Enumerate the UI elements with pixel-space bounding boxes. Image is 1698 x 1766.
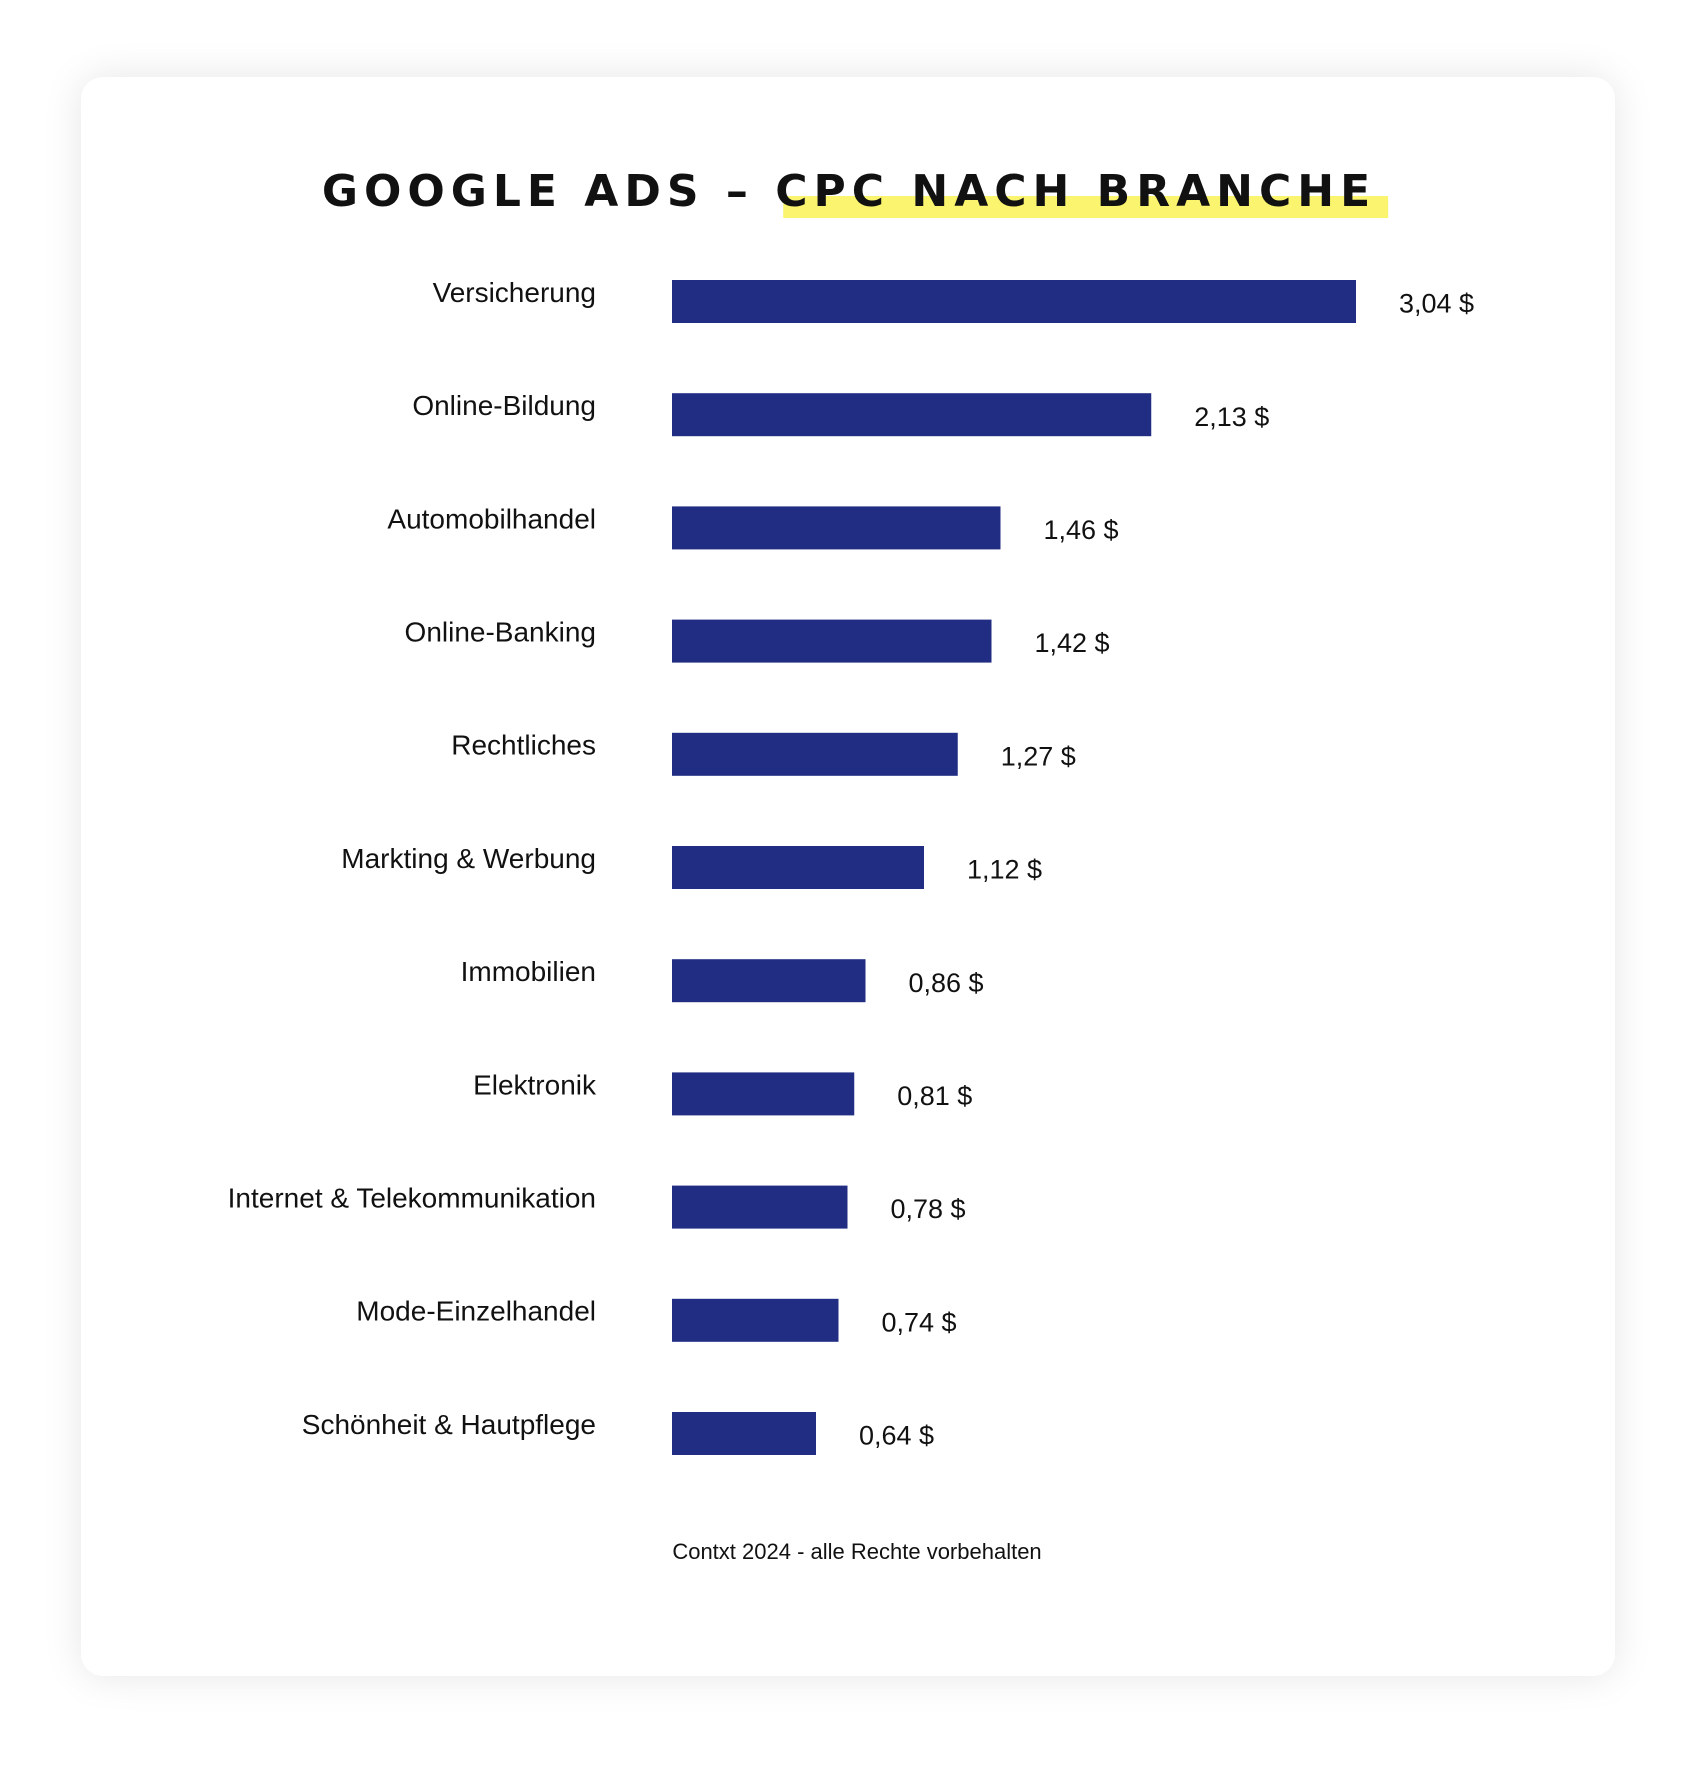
- bar: [672, 393, 1152, 437]
- value-label: 1,12 $: [967, 855, 1042, 885]
- bar: [672, 1072, 855, 1116]
- value-label: 0,78 $: [891, 1194, 966, 1224]
- bar: [672, 1298, 839, 1342]
- title-part: GOOGLE ADS –: [322, 166, 754, 217]
- value-label: 0,74 $: [882, 1307, 957, 1337]
- bar: [672, 619, 992, 663]
- bar: [672, 959, 866, 1003]
- category-label: Automobilhandel: [387, 503, 596, 534]
- category-label: Immobilien: [461, 956, 596, 987]
- value-label: 1,27 $: [1001, 741, 1076, 771]
- value-label: 0,64 $: [859, 1421, 934, 1451]
- value-label: 1,46 $: [1044, 515, 1119, 545]
- category-label: Markting & Werbung: [341, 843, 596, 874]
- bar: [672, 846, 924, 889]
- title-highlight: [783, 196, 1389, 218]
- category-label: Elektronik: [473, 1069, 597, 1100]
- bar: [672, 1185, 848, 1229]
- bar: [672, 732, 958, 776]
- value-label: 2,13 $: [1194, 402, 1269, 432]
- category-label: Rechtliches: [451, 730, 596, 761]
- bar: [672, 1412, 816, 1455]
- category-label: Online-Banking: [405, 616, 596, 647]
- category-label: Versicherung: [433, 277, 596, 308]
- value-label: 0,81 $: [897, 1081, 972, 1111]
- title-highlighted: CPC NACH BRANCHE: [775, 166, 1376, 217]
- category-label: Schönheit & Hautpflege: [302, 1409, 596, 1440]
- bar: [672, 280, 1356, 323]
- bar: [672, 506, 1001, 550]
- value-label: 1,42 $: [1035, 628, 1110, 658]
- value-label: 3,04 $: [1399, 289, 1474, 319]
- category-label: Mode-Einzelhandel: [356, 1296, 596, 1327]
- chart-title: GOOGLE ADS – CPC NACH BRANCHE: [322, 166, 1376, 217]
- category-label: Internet & Telekommunikation: [228, 1182, 596, 1213]
- category-label: Online-Bildung: [412, 390, 596, 421]
- footer: Contxt 2024 - alle Rechte vorbehalten: [672, 1539, 1041, 1564]
- value-label: 0,86 $: [909, 968, 984, 998]
